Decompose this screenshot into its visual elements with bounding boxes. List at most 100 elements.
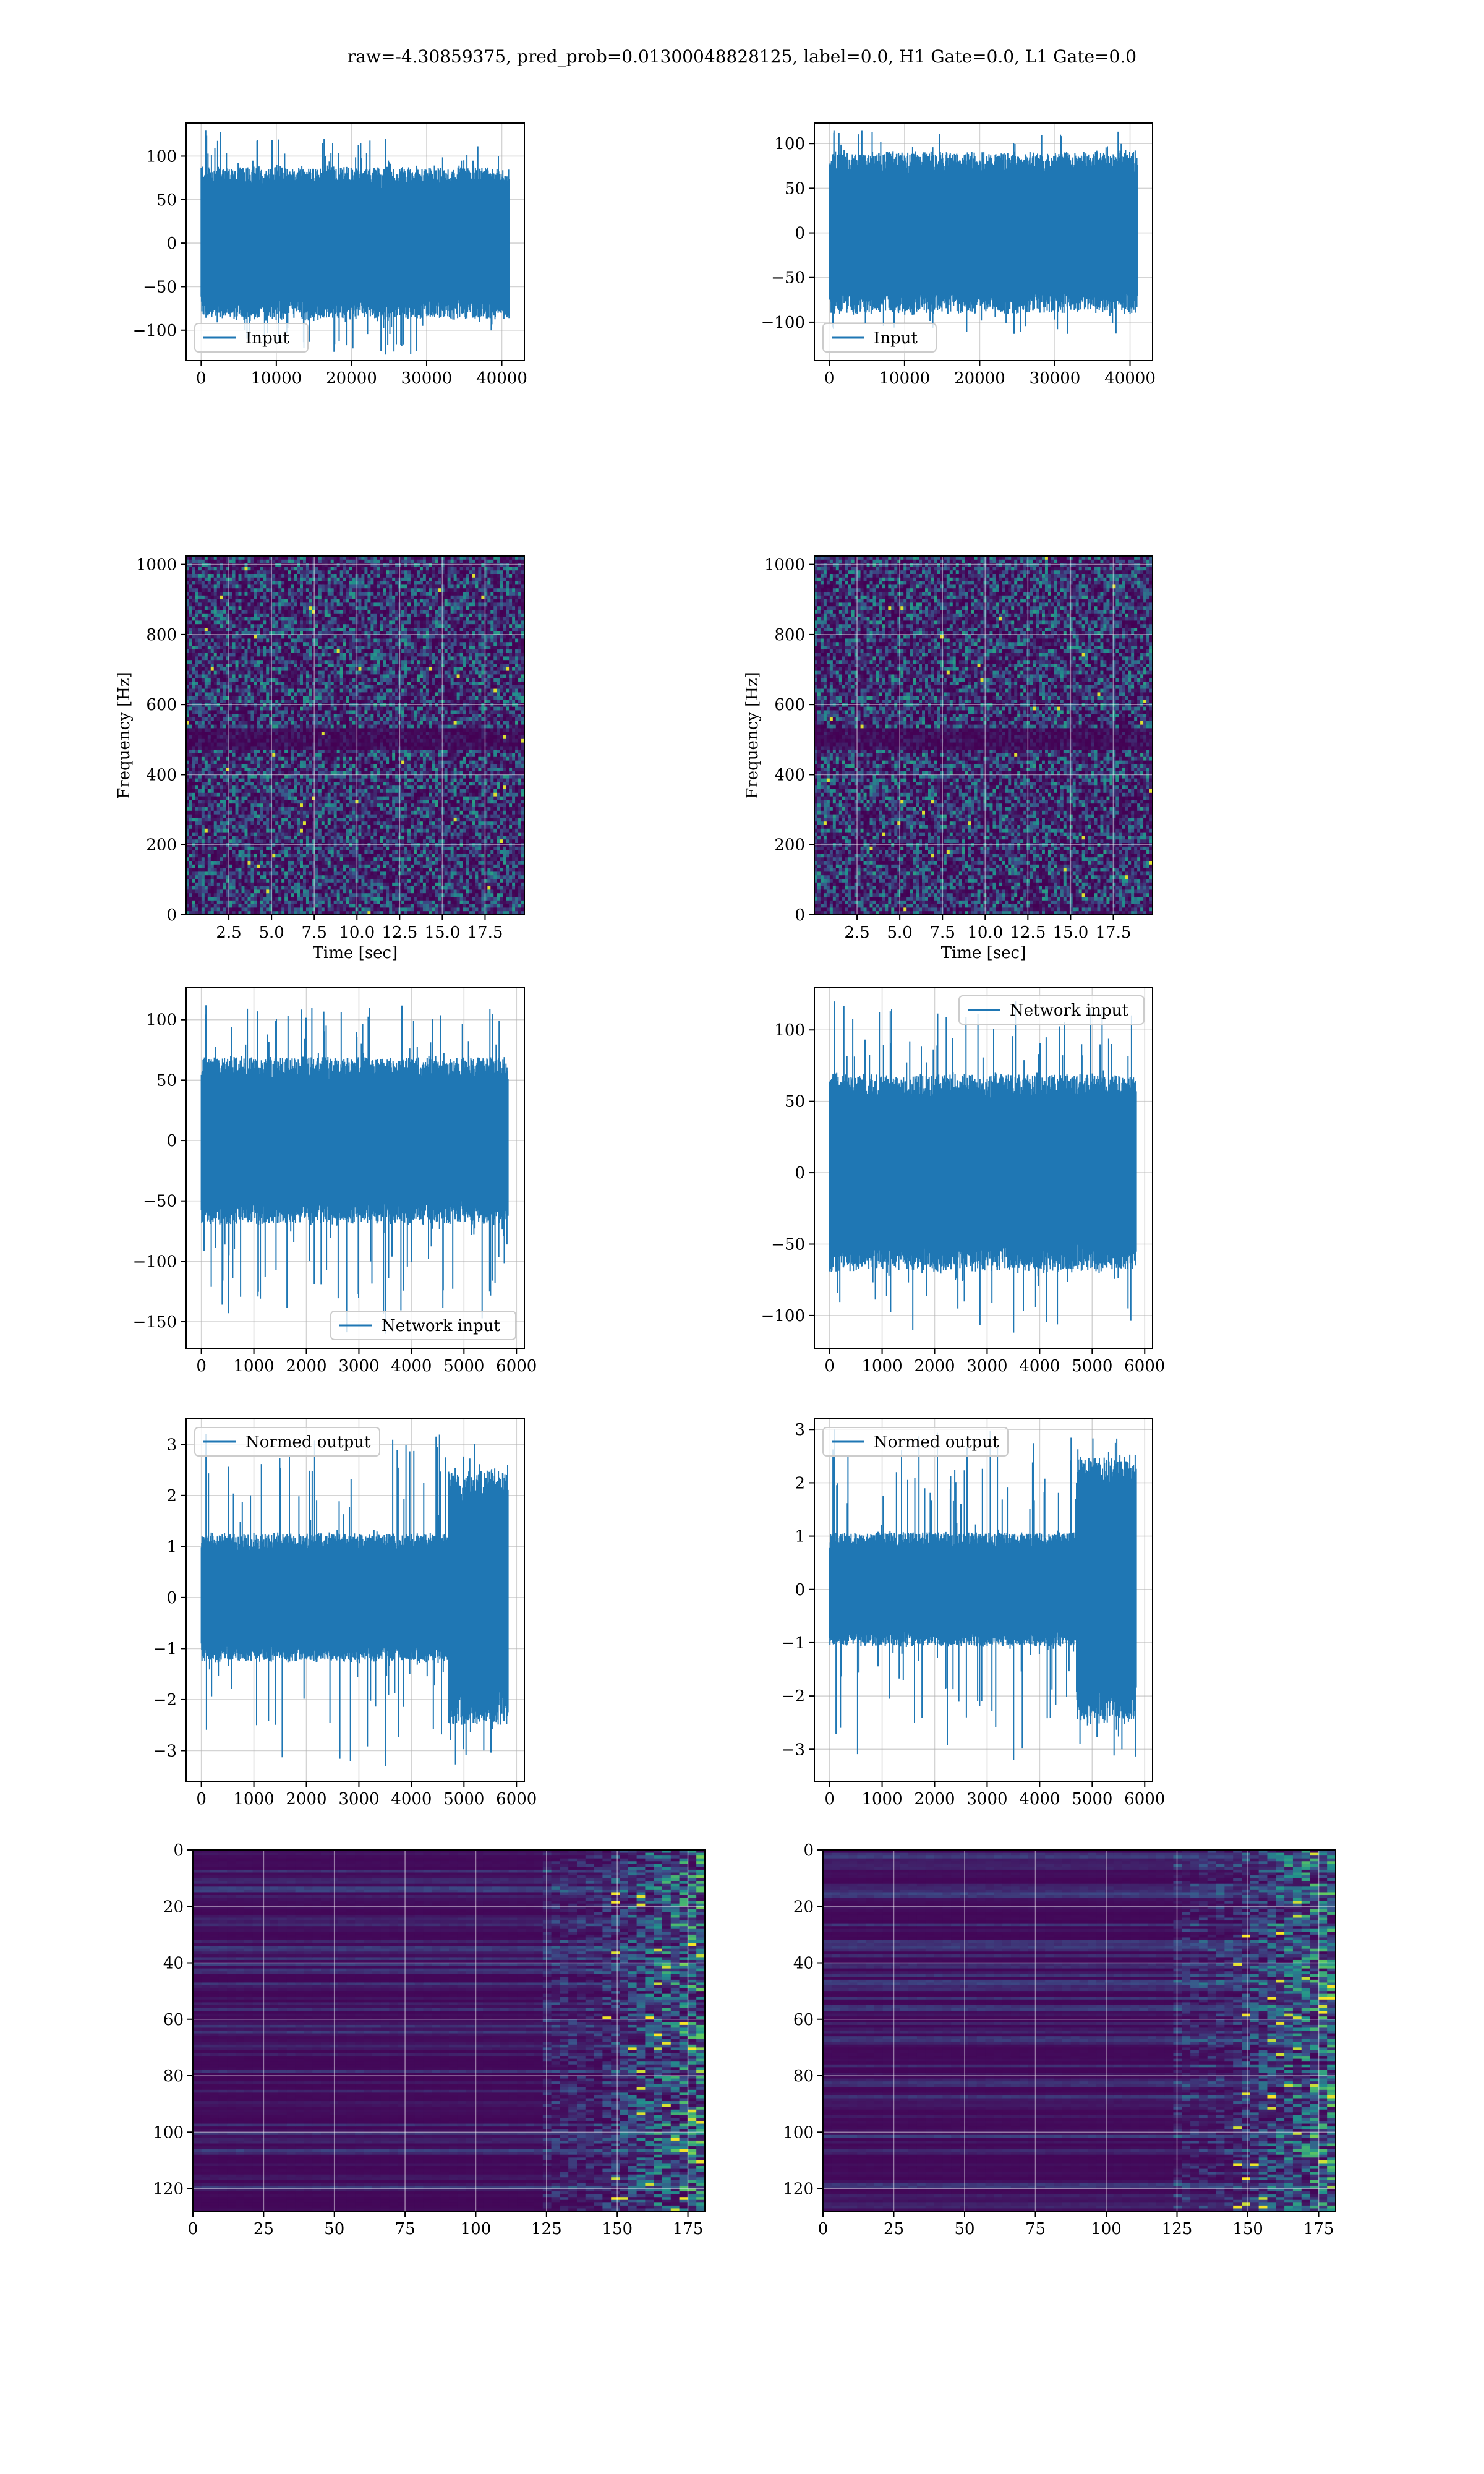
- y-tick-label: 2: [166, 1487, 177, 1505]
- x-tick-label: 0: [824, 1357, 835, 1376]
- h1-network-input-panel: 0 1000 2000 3000 4000 5000 6000 −150 −100 −50 0 50 1…: [133, 987, 537, 1376]
- heatmap-cells: [193, 1850, 705, 2211]
- y-tick-label: 800: [774, 626, 805, 644]
- heatmap-cells: [814, 556, 1153, 915]
- l1-normed-output-panel: 0 1000 2000 3000 4000 5000 6000 −3 −2 −1 0 1 2 3 Norme…: [782, 1418, 1165, 1808]
- y-tick-label: −1: [782, 1634, 805, 1653]
- axes-frame: [814, 122, 1153, 361]
- x-tick-label: 50: [324, 2220, 344, 2238]
- legend: Network input: [958, 995, 1145, 1025]
- x-tick-label: 100: [1091, 2220, 1122, 2238]
- x-tick-label: 2000: [914, 1357, 955, 1376]
- x-tick-label: 2000: [286, 1357, 326, 1376]
- y-tick-label: 20: [163, 1898, 184, 1916]
- axes-frame: [186, 555, 525, 915]
- legend: Normed output: [822, 1427, 1009, 1457]
- x-tick-label: 10000: [879, 369, 931, 388]
- axes-frame: [186, 122, 525, 361]
- x-tick-label: 30000: [1030, 369, 1081, 388]
- y-tick-label: −100: [761, 1307, 805, 1325]
- heatmap-cells: [823, 1850, 1336, 2211]
- y-tick-label: 0: [166, 906, 177, 925]
- y-axis-label: Frequency [Hz]: [743, 672, 762, 799]
- y-tick-label: 1000: [764, 556, 805, 575]
- x-tick-label: 125: [531, 2220, 562, 2238]
- x-tick-label: 0: [196, 1790, 207, 1808]
- y-tick-label: −1: [153, 1640, 177, 1658]
- x-tick-label: 10.0: [967, 923, 1003, 942]
- y-tick-label: 120: [153, 2180, 184, 2199]
- x-tick-label: 4000: [391, 1357, 432, 1376]
- y-tick-label: 80: [163, 2067, 184, 2086]
- figure-title: raw=-4.30859375, pred_prob=0.01300048828…: [348, 46, 1136, 67]
- x-tick-label: 0: [818, 2220, 829, 2238]
- l1-input-panel: 0 10000 20000 30000 40000 −100 −50 0 50 100 Input: [761, 122, 1156, 388]
- y-tick-label: 0: [795, 225, 805, 243]
- x-tick-label: 1000: [233, 1357, 274, 1376]
- axes-frame: [192, 1849, 706, 2212]
- y-tick-label: 40: [793, 1954, 814, 1973]
- x-tick-label: 4000: [1019, 1357, 1060, 1376]
- x-tick-label: 2.5: [844, 923, 869, 942]
- x-tick-label: 6000: [496, 1790, 537, 1808]
- y-tick-label: 50: [156, 191, 177, 210]
- x-tick-label: 2000: [914, 1790, 955, 1808]
- y-tick-label: −50: [143, 1192, 177, 1211]
- axes-frame: [186, 1418, 525, 1782]
- y-tick-label: 20: [793, 1898, 814, 1916]
- h1-input-panel: 0 10000 20000 30000 40000 −100 −50 0 50 100 Input: [133, 122, 527, 388]
- x-tick-label: 150: [602, 2220, 633, 2238]
- x-tick-label: 4000: [391, 1790, 432, 1808]
- y-tick-label: −50: [771, 269, 805, 288]
- x-tick-label: 10.0: [339, 923, 375, 942]
- l1-feature-map-panel: 0 25 50 75 100 125 150 175 0 20 40 60 80 100 120: [783, 1841, 1336, 2238]
- x-tick-label: 5.0: [887, 923, 912, 942]
- y-tick-label: 120: [783, 2180, 814, 2199]
- series-line: [200, 1434, 509, 1766]
- x-tick-label: 75: [395, 2220, 416, 2238]
- grid: [193, 1850, 705, 2211]
- y-tick-label: 0: [173, 1841, 184, 1860]
- x-tick-label: 7.5: [930, 923, 955, 942]
- x-tick-label: 17.5: [467, 923, 503, 942]
- x-tick-label: 7.5: [302, 923, 327, 942]
- y-tick-label: −100: [133, 322, 177, 340]
- x-tick-label: 75: [1025, 2220, 1046, 2238]
- x-tick-label: 12.5: [1010, 923, 1046, 942]
- legend-label: Input: [245, 329, 289, 348]
- y-tick-label: 400: [146, 766, 177, 784]
- x-tick-label: 1000: [233, 1790, 274, 1808]
- x-tick-label: 6000: [496, 1357, 537, 1376]
- legend: Input: [194, 323, 309, 353]
- x-tick-label: 25: [884, 2220, 904, 2238]
- grid: [814, 556, 1153, 915]
- y-axis-label: Frequency [Hz]: [115, 672, 134, 799]
- legend: Input: [822, 323, 937, 353]
- x-tick-label: 15.0: [1052, 923, 1088, 942]
- x-tick-label: 12.5: [382, 923, 417, 942]
- x-tick-label: 150: [1232, 2220, 1263, 2238]
- axes-frame: [814, 555, 1153, 915]
- y-tick-label: 3: [795, 1421, 805, 1439]
- x-tick-label: 0: [824, 1790, 835, 1808]
- y-tick-label: 0: [795, 906, 805, 925]
- x-tick-label: 5000: [1072, 1357, 1112, 1376]
- y-tick-label: 50: [785, 1093, 805, 1111]
- y-tick-label: 0: [795, 1581, 805, 1599]
- x-tick-label: 175: [673, 2220, 704, 2238]
- y-tick-label: 200: [146, 836, 177, 855]
- y-tick-label: 0: [795, 1164, 805, 1183]
- legend-label: Input: [874, 329, 918, 348]
- y-tick-label: 200: [774, 836, 805, 855]
- y-tick-label: 1000: [136, 556, 177, 575]
- y-tick-label: 40: [163, 1954, 184, 1973]
- axes-frame: [814, 987, 1153, 1349]
- y-tick-label: 800: [146, 626, 177, 644]
- y-tick-label: 3: [166, 1436, 177, 1454]
- y-tick-label: 600: [774, 696, 805, 714]
- x-tick-label: 40000: [1104, 369, 1156, 388]
- series-line: [200, 130, 510, 355]
- series-line: [829, 130, 1138, 334]
- legend-label: Network input: [1010, 1001, 1128, 1020]
